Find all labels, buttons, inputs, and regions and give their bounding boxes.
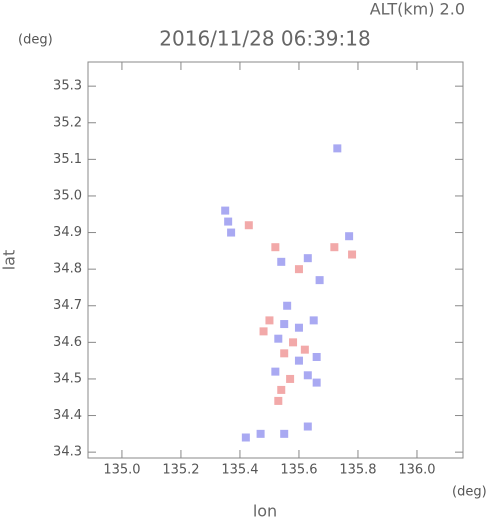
y-tick-label: 34.6: [53, 335, 82, 350]
x-tick-label: 135.4: [221, 463, 258, 478]
y-tick-label: 34.3: [53, 445, 82, 460]
plot-frame: [87, 61, 464, 459]
radar-cell: [274, 396, 283, 405]
chart-title: 2016/11/28 06:39:18: [159, 27, 370, 51]
radar-cell: [271, 367, 280, 376]
y-tick-label: 35.3: [53, 79, 82, 94]
radar-cell: [300, 345, 309, 354]
radar-cell: [312, 352, 321, 361]
radar-cell: [256, 429, 265, 438]
altitude-label: ALT(km) 2.0: [370, 0, 465, 19]
radar-cell: [271, 243, 280, 252]
radar-cell: [330, 243, 339, 252]
radar-cell: [280, 320, 289, 329]
radar-cell: [294, 323, 303, 332]
y-tick-label: 35.0: [53, 188, 82, 203]
y-axis-label: lat: [0, 250, 19, 271]
radar-cell: [277, 257, 286, 266]
radar-cell: [294, 356, 303, 365]
radar-cell: [241, 433, 250, 442]
radar-cell: [265, 316, 274, 325]
radar-cell: [280, 349, 289, 358]
x-tick-label: 135.2: [162, 463, 199, 478]
radar-cell: [224, 217, 233, 226]
radar-cell: [286, 374, 295, 383]
x-tick-label: 135.0: [103, 463, 140, 478]
radar-cell: [345, 232, 354, 241]
y-tick-label: 35.2: [53, 115, 82, 130]
y-tick-label: 35.1: [53, 152, 82, 167]
y-tick-label: 34.9: [53, 225, 82, 240]
radar-cell: [312, 378, 321, 387]
y-tick-label: 34.5: [53, 371, 82, 386]
y-tick-label: 34.7: [53, 298, 82, 313]
y-tick-label: 34.8: [53, 262, 82, 277]
x-tick-label: 135.6: [280, 463, 317, 478]
x-axis-label: lon: [253, 502, 277, 521]
radar-cell: [274, 334, 283, 343]
radar-cell: [259, 327, 268, 336]
radar-cell: [289, 338, 298, 347]
radar-cell: [315, 276, 324, 285]
radar-cell: [303, 254, 312, 263]
radar-cell: [244, 221, 253, 230]
x-tick-label: 136.0: [398, 463, 435, 478]
radar-cell: [277, 385, 286, 394]
x-tick-label: 135.8: [339, 463, 376, 478]
radar-cell: [280, 429, 289, 438]
radar-cell: [348, 250, 357, 259]
y-tick-label: 34.4: [53, 408, 82, 423]
radar-cell: [303, 371, 312, 380]
radar-cell: [309, 316, 318, 325]
radar-cell: [333, 144, 342, 153]
y-unit: (deg): [18, 33, 53, 48]
radar-cell: [294, 265, 303, 274]
radar-cell: [283, 301, 292, 310]
radar-cell: [221, 206, 230, 215]
radar-cell: [303, 422, 312, 431]
x-unit: (deg): [452, 485, 487, 500]
radar-cell: [227, 228, 236, 237]
